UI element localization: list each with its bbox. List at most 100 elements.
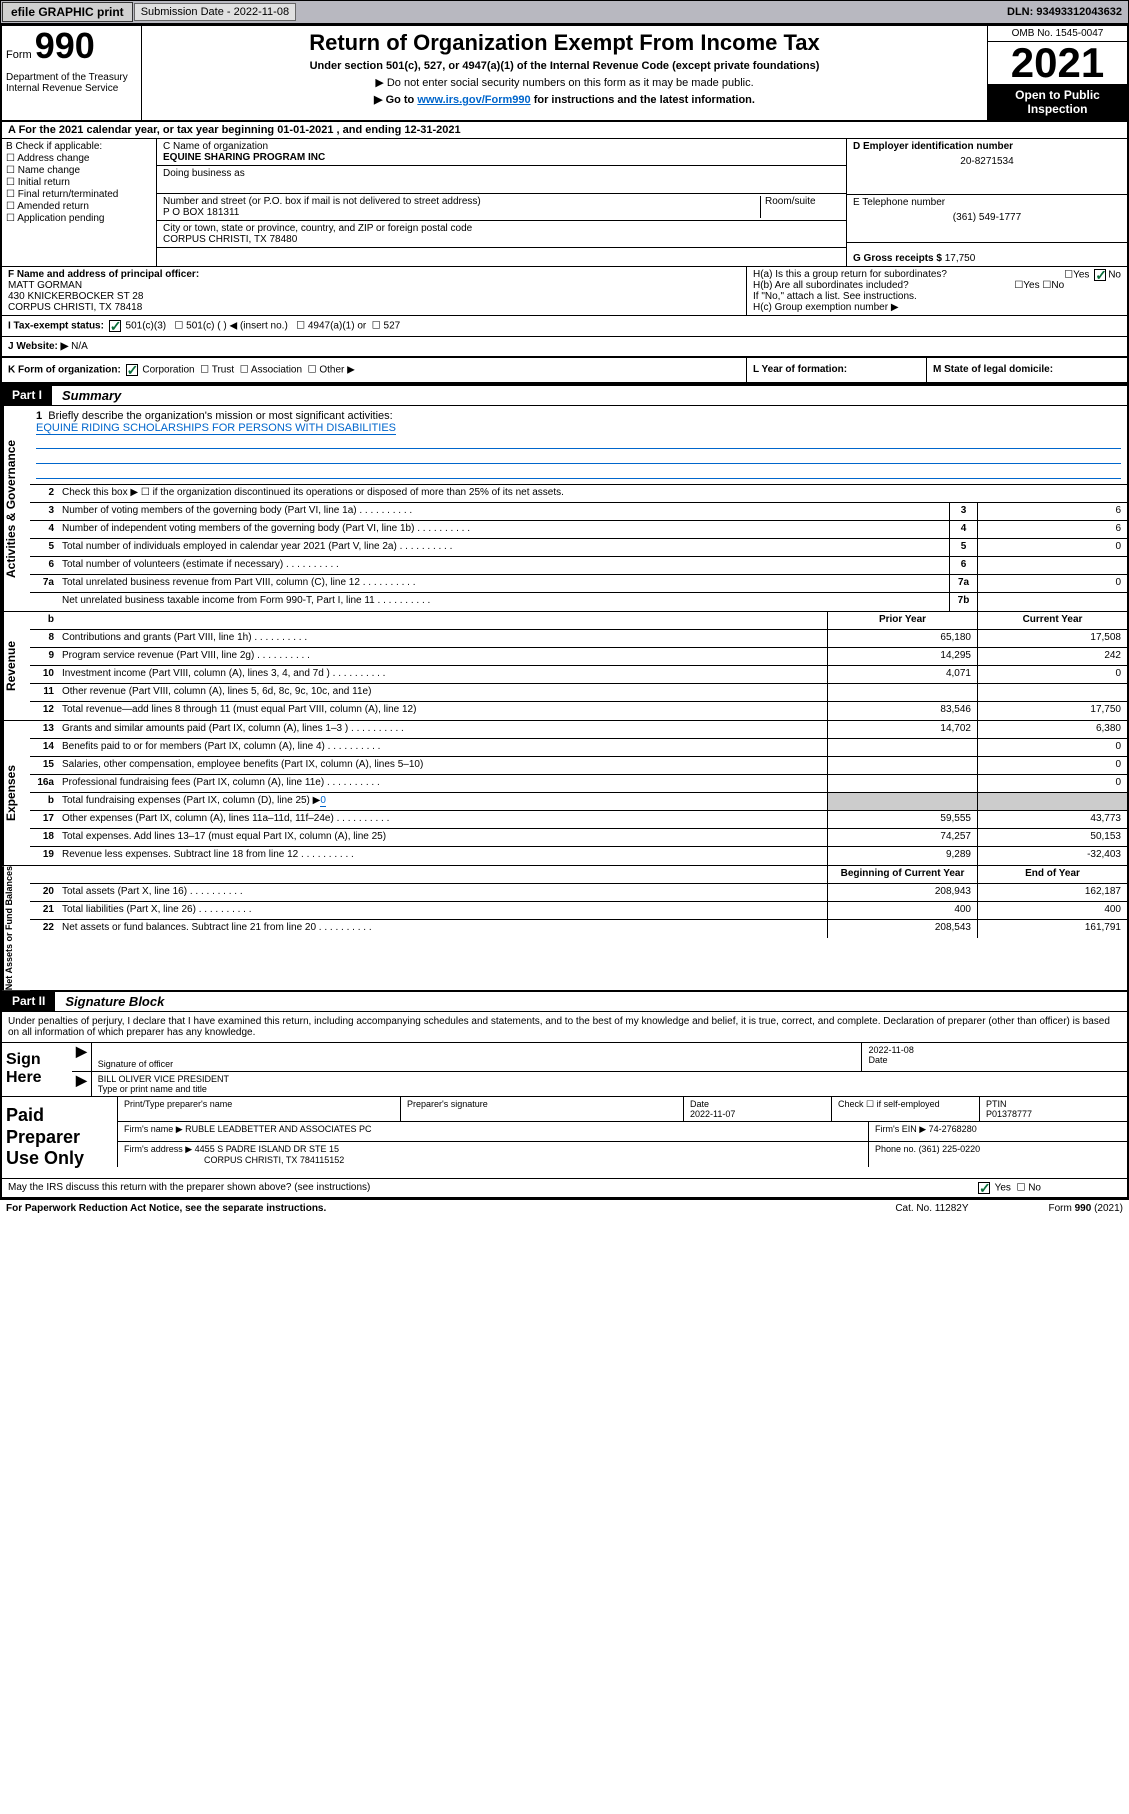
- row-j: J Website: ▶ N/A: [0, 336, 1129, 357]
- mission-text: EQUINE RIDING SCHOLARSHIPS FOR PERSONS W…: [36, 422, 396, 435]
- hdr-eoy: End of Year: [977, 866, 1127, 883]
- city-label: City or town, state or province, country…: [163, 223, 472, 234]
- hb-label: H(b) Are all subordinates included?: [753, 280, 909, 291]
- cb-pending: ☐ Application pending: [6, 213, 152, 224]
- room-label: Room/suite: [760, 196, 840, 218]
- netassets-block: Net Assets or Fund Balances Beginning of…: [0, 866, 1129, 992]
- c-name-label: C Name of organization: [163, 141, 268, 152]
- submission-date: Submission Date - 2022-11-08: [134, 3, 296, 21]
- tel-label: E Telephone number: [853, 197, 945, 208]
- v7a: 0: [977, 575, 1127, 592]
- tab-expenses: Expenses: [2, 721, 30, 865]
- cb-name: ☐ Name change: [6, 165, 152, 176]
- line5: Total number of individuals employed in …: [58, 539, 949, 556]
- cb-final: ☐ Final return/terminated: [6, 189, 152, 200]
- hdr-prior: Prior Year: [827, 612, 977, 629]
- m-label: M State of legal domicile:: [933, 364, 1053, 375]
- expenses-block: Expenses 13Grants and similar amounts pa…: [0, 721, 1129, 866]
- line4: Number of independent voting members of …: [58, 521, 949, 538]
- line7a: Total unrelated business revenue from Pa…: [58, 575, 949, 592]
- tab-netassets: Net Assets or Fund Balances: [2, 866, 30, 990]
- cat-no: Cat. No. 11282Y: [895, 1203, 968, 1214]
- cb-address: ☐ Address change: [6, 153, 152, 164]
- revenue-block: Revenue bPrior YearCurrent Year 8Contrib…: [0, 612, 1129, 721]
- b-label: B Check if applicable:: [6, 141, 152, 152]
- signature-block: Under penalties of perjury, I declare th…: [0, 1012, 1129, 1199]
- col-d: D Employer identification number 20-8271…: [847, 139, 1127, 266]
- corp-check: [126, 364, 138, 376]
- top-bar: efile GRAPHIC print Submission Date - 20…: [0, 0, 1129, 24]
- org-name: EQUINE SHARING PROGRAM INC: [163, 152, 325, 163]
- website: N/A: [71, 341, 88, 352]
- goto-suffix: for instructions and the latest informat…: [531, 94, 755, 106]
- row-fh: F Name and address of principal officer:…: [0, 266, 1129, 315]
- part2-num: Part II: [2, 992, 55, 1011]
- part2-title: Signature Block: [55, 992, 174, 1011]
- dln: DLN: 93493312043632: [1007, 6, 1128, 18]
- tab-revenue: Revenue: [2, 612, 30, 720]
- form-title: Return of Organization Exempt From Incom…: [150, 30, 979, 56]
- open-public: Open to Public Inspection: [988, 84, 1127, 120]
- form-prefix: Form: [6, 49, 32, 61]
- officer-addr2: CORPUS CHRISTI, TX 78418: [8, 302, 142, 313]
- form-subtitle: Under section 501(c), 527, or 4947(a)(1)…: [150, 60, 979, 72]
- goto-prefix: ▶ Go to: [374, 94, 417, 106]
- hdr-current: Current Year: [977, 612, 1127, 629]
- page-footer: For Paperwork Reduction Act Notice, see …: [0, 1199, 1129, 1217]
- line7b: Net unrelated business taxable income fr…: [58, 593, 949, 611]
- ein: 20-8271534: [853, 156, 1121, 167]
- addr-label: Number and street (or P.O. box if mail i…: [163, 196, 481, 207]
- hc-label: H(c) Group exemption number ▶: [753, 302, 1121, 313]
- sections-bcd: B Check if applicable: ☐ Address change …: [0, 139, 1129, 266]
- gross-label: G Gross receipts $: [853, 253, 942, 264]
- paid-preparer-label: Paid Preparer Use Only: [2, 1097, 117, 1178]
- v3: 6: [977, 503, 1127, 520]
- row-klm: K Form of organization: Corporation ☐ Tr…: [0, 357, 1129, 384]
- ssn-note: ▶ Do not enter social security numbers o…: [150, 76, 979, 89]
- irs-link[interactable]: www.irs.gov/Form990: [417, 94, 530, 106]
- hb-note: If "No," attach a list. See instructions…: [753, 291, 1121, 302]
- arrow-icon: ▶: [72, 1072, 91, 1096]
- part1-title: Summary: [52, 386, 131, 405]
- discuss-label: May the IRS discuss this return with the…: [8, 1182, 370, 1194]
- paperwork-notice: For Paperwork Reduction Act Notice, see …: [6, 1203, 326, 1214]
- col-c: C Name of organization EQUINE SHARING PR…: [157, 139, 847, 266]
- line3: Number of voting members of the governin…: [58, 503, 949, 520]
- efile-button[interactable]: efile GRAPHIC print: [2, 2, 133, 22]
- tel: (361) 549-1777: [853, 212, 1121, 223]
- v5: 0: [977, 539, 1127, 556]
- line2: Check this box ▶ ☐ if the organization d…: [58, 485, 1127, 502]
- i-label: I Tax-exempt status:: [8, 321, 104, 332]
- officer-addr1: 430 KNICKERBOCKER ST 28: [8, 291, 143, 302]
- sign-here-label: Sign Here: [2, 1043, 72, 1096]
- cb-initial: ☐ Initial return: [6, 177, 152, 188]
- 501c3-check: [109, 320, 121, 332]
- v7b: [977, 593, 1127, 611]
- sig-declaration: Under penalties of perjury, I declare th…: [2, 1012, 1127, 1042]
- line6: Total number of volunteers (estimate if …: [58, 557, 949, 574]
- ein-label: D Employer identification number: [853, 141, 1013, 152]
- tab-activities: Activities & Governance: [2, 406, 30, 611]
- cb-amended: ☐ Amended return: [6, 201, 152, 212]
- officer-name: MATT GORMAN: [8, 280, 82, 291]
- hdr-boy: Beginning of Current Year: [827, 866, 977, 883]
- addr: P O BOX 181311: [163, 207, 239, 218]
- dba-label: Doing business as: [163, 168, 245, 179]
- part1-header: Part I Summary: [0, 384, 1129, 406]
- col-b: B Check if applicable: ☐ Address change …: [2, 139, 157, 266]
- arrow-icon: ▶: [72, 1043, 91, 1071]
- part1-num: Part I: [2, 386, 52, 405]
- j-label: J Website: ▶: [8, 341, 68, 352]
- gross: 17,750: [945, 253, 976, 264]
- tax-year: 2021: [988, 42, 1127, 84]
- dept: Department of the Treasury Internal Reve…: [6, 72, 137, 94]
- part2-header: Part II Signature Block: [0, 992, 1129, 1012]
- section-a: A For the 2021 calendar year, or tax yea…: [0, 122, 1129, 139]
- form-footer: Form 990 (2021): [1049, 1203, 1123, 1214]
- v4: 6: [977, 521, 1127, 538]
- line1: 1 Briefly describe the organization's mi…: [30, 406, 1127, 485]
- discuss-yes: [978, 1182, 990, 1194]
- city: CORPUS CHRISTI, TX 78480: [163, 234, 297, 245]
- activities-block: Activities & Governance 1 Briefly descri…: [0, 406, 1129, 612]
- f-label: F Name and address of principal officer:: [8, 269, 199, 280]
